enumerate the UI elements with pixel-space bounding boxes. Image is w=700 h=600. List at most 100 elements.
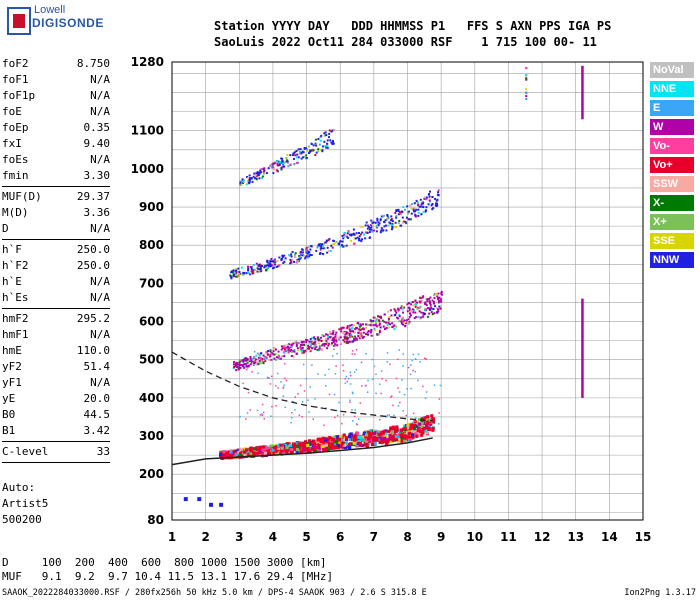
echo-point: [280, 381, 282, 383]
echo-point: [270, 264, 273, 267]
echo-point: [438, 299, 441, 302]
echo-point: [406, 426, 410, 430]
echo-point: [332, 139, 335, 142]
echo-point: [363, 233, 366, 236]
echo-point: [331, 141, 334, 144]
parameter-row: foEp 0.35: [2, 120, 110, 136]
echo-point: [412, 430, 417, 434]
echo-point: [428, 308, 431, 311]
echo-point: [359, 443, 363, 447]
echo-point: [293, 162, 296, 165]
y-tick-label: 1280: [131, 55, 164, 69]
echo-point: [407, 322, 410, 325]
echo-point: [376, 430, 380, 435]
parameter-row: M(D) 3.36: [2, 205, 110, 221]
echo-point: [289, 262, 292, 265]
echo-point: [439, 384, 442, 387]
echo-point: [250, 177, 253, 180]
echo-point: [419, 429, 423, 434]
echo-point: [280, 168, 283, 171]
echo-point: [347, 434, 352, 439]
echo-point: [367, 379, 369, 382]
echo-point: [294, 154, 297, 157]
echo-point: [342, 414, 345, 416]
echo-point: [290, 416, 293, 419]
echo-point: [427, 193, 430, 196]
echo-point: [429, 296, 432, 299]
y-tick-label: 700: [139, 276, 164, 290]
echo-point: [287, 343, 290, 346]
echo-point: [328, 136, 331, 139]
echo-point: [379, 436, 383, 440]
echo-point: [268, 264, 271, 267]
echo-point: [377, 315, 380, 318]
echo-point: [409, 314, 412, 317]
echo-point: [276, 164, 279, 167]
echo-point: [408, 218, 411, 221]
echo-point: [334, 333, 337, 336]
echo-point: [379, 326, 382, 329]
echo-point: [312, 144, 315, 147]
echo-point: [408, 315, 411, 318]
echo-point: [437, 310, 440, 313]
echo-point: [342, 339, 345, 342]
echo-point: [350, 233, 353, 236]
echo-point: [362, 331, 365, 334]
echo-point: [335, 240, 338, 243]
echo-point: [371, 221, 374, 224]
echo-point: [370, 321, 373, 324]
echo-point: [376, 226, 379, 229]
parameter-name: B1: [2, 424, 16, 437]
echo-point: [310, 447, 314, 451]
echo-point: [234, 271, 237, 274]
echo-point: [378, 322, 381, 325]
echo-point: [351, 391, 354, 394]
echo-point: [280, 257, 283, 260]
echo-point: [312, 337, 315, 340]
echo-point: [286, 154, 289, 157]
echo-point: [428, 312, 431, 315]
echo-point: [394, 309, 397, 312]
echo-point: [342, 245, 345, 248]
echo-point: [244, 357, 247, 360]
echo-point: [261, 264, 264, 267]
echo-point: [330, 141, 333, 144]
echo-point: [391, 438, 395, 442]
echo-point: [374, 320, 377, 323]
echo-point: [402, 365, 404, 367]
echo-point: [417, 306, 420, 309]
echo-point: [355, 435, 360, 439]
echo-point: [395, 216, 398, 219]
legend-item: NNE: [650, 81, 694, 97]
echo-point: [279, 357, 282, 360]
echo-point: [385, 229, 388, 232]
echo-point: [333, 348, 335, 350]
echo-point: [360, 240, 363, 243]
echo-point: [302, 343, 305, 346]
echo-point: [336, 414, 339, 417]
echo-point: [302, 350, 305, 353]
echo-point: [420, 316, 423, 319]
echo-point: [247, 452, 251, 456]
echo-point: [397, 208, 400, 211]
echo-point: [414, 420, 417, 423]
x-tick-label: 6: [336, 530, 344, 544]
echo-point: [290, 163, 293, 166]
echo-point: [304, 257, 307, 260]
echo-point: [395, 377, 398, 380]
echo-point: [292, 349, 295, 352]
echo-point: [290, 253, 293, 256]
echo-point: [392, 325, 395, 328]
echo-point: [401, 308, 404, 311]
echo-point: [289, 447, 293, 452]
echo-point: [436, 295, 439, 298]
echo-point: [242, 450, 247, 454]
echo-point: [367, 436, 372, 440]
echo-point: [397, 317, 400, 320]
echo-point: [338, 243, 341, 246]
x-tick-label: 5: [302, 530, 310, 544]
echo-point: [344, 332, 347, 335]
echo-point: [335, 340, 338, 343]
echo-point: [413, 202, 416, 205]
echo-point: [404, 220, 407, 223]
